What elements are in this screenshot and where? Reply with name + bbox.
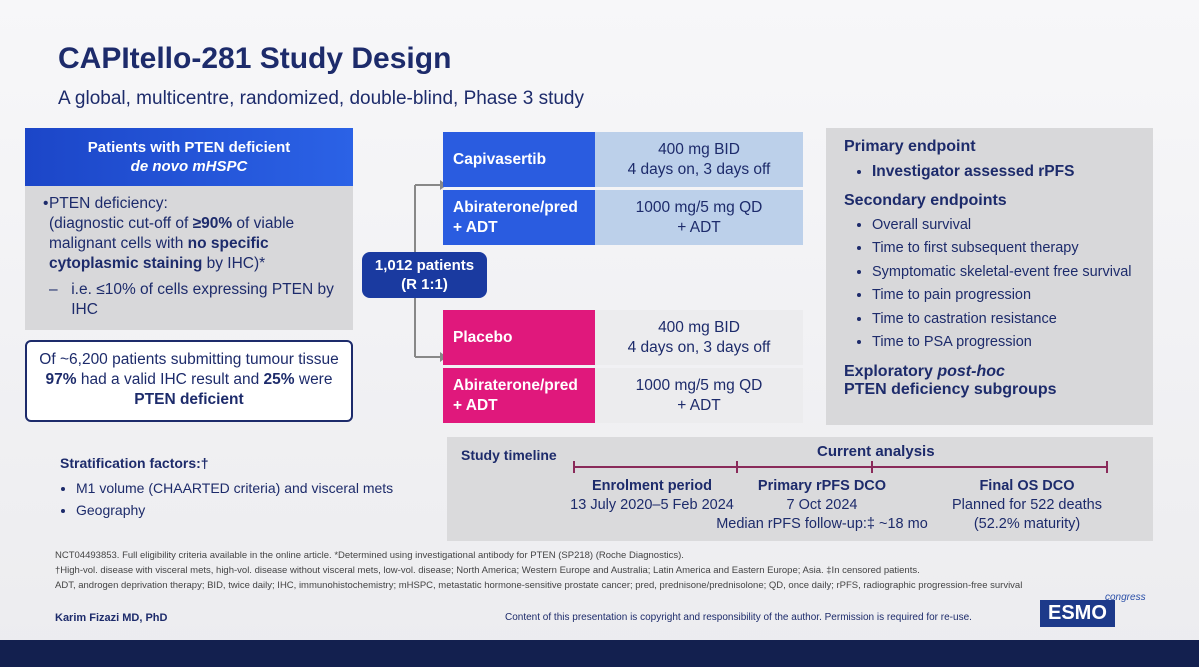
arm-drug: Abiraterone/pred + ADT bbox=[443, 190, 595, 245]
text: PTEN deficient bbox=[134, 391, 244, 408]
logo-sub: congress bbox=[1105, 592, 1146, 603]
heading: Stratification factors:† bbox=[60, 455, 209, 471]
primary-heading: Primary endpoint bbox=[844, 138, 976, 155]
text: 25% bbox=[263, 371, 295, 388]
milestone-detail: (52.2% maturity) bbox=[973, 516, 1081, 532]
text: (diagnostic cut-off of bbox=[48, 215, 193, 232]
timeline-axis bbox=[573, 461, 1108, 473]
text: had a valid IHC result and bbox=[76, 371, 264, 388]
text: Of ~6,200 patients submitting tumour tis… bbox=[39, 351, 339, 368]
secondary-endpoint: Time to pain progression bbox=[872, 284, 1135, 308]
text: by IHC)* bbox=[202, 255, 266, 272]
text: + ADT bbox=[453, 396, 498, 414]
text: 1000 mg/5 mg QD bbox=[635, 198, 763, 216]
text: Abiraterone/pred bbox=[453, 376, 578, 394]
milestone-title: Enrolment period bbox=[591, 478, 713, 494]
arm-dose: 1000 mg/5 mg QD + ADT bbox=[595, 190, 803, 245]
presenter: Karim Fizazi MD, PhD bbox=[55, 612, 168, 624]
strat-list: M1 volume (CHAARTED criteria) and viscer… bbox=[60, 477, 393, 521]
logo: ESMO bbox=[1040, 600, 1115, 627]
text: no specific cytoplasmic staining bbox=[48, 235, 269, 272]
milestone-title: Final OS DCO bbox=[979, 478, 1075, 494]
text: 4 days on, 3 days off bbox=[627, 160, 771, 178]
stratification: Stratification factors:† M1 volume (CHAA… bbox=[60, 455, 393, 521]
exploratory: Exploratory post-hoc PTEN deficiency subg… bbox=[844, 363, 1135, 399]
text: 97% bbox=[45, 371, 77, 388]
text: post-hoc bbox=[937, 362, 1005, 380]
text: PTEN deficiency subgroups bbox=[844, 380, 1057, 398]
text: Abiraterone/pred bbox=[453, 198, 578, 216]
population-heading: Patients with PTEN deficient de novo mHS… bbox=[25, 128, 353, 186]
strat-item: Geography bbox=[76, 499, 393, 521]
milestone-detail: 13 July 2020–5 Feb 2024 bbox=[570, 497, 734, 513]
arm-dose: 400 mg BID 4 days on, 3 days off bbox=[595, 310, 803, 365]
milestone-detail: 7 Oct 2024 bbox=[786, 497, 858, 513]
arm-dose: 1000 mg/5 mg QD + ADT bbox=[595, 368, 803, 423]
text: PTEN deficiency: bbox=[48, 195, 168, 212]
milestone: Enrolment period 13 July 2020–5 Feb 2024 bbox=[542, 477, 762, 515]
arm-dose: 400 mg BID 4 days on, 3 days off bbox=[595, 132, 803, 187]
text: 400 mg BID bbox=[658, 318, 740, 336]
secondary-list: Overall survivalTime to first subsequent… bbox=[844, 214, 1135, 355]
timeline-box: Study timeline Current analysis Enrolmen… bbox=[447, 437, 1153, 541]
secondary-endpoint: Time to castration resistance bbox=[872, 308, 1135, 332]
milestone-title: Primary rPFS DCO bbox=[757, 478, 887, 494]
heading-line: Patients with PTEN deficient bbox=[87, 139, 291, 156]
sub-criterion: – i.e. ≤10% of cells expressing PTEN by I… bbox=[43, 280, 343, 320]
milestone-detail: Planned for 522 deaths bbox=[952, 497, 1102, 513]
footnote: ADT, androgen deprivation therapy; BID, … bbox=[55, 580, 1023, 591]
endpoints-box: Primary endpoint Investigator assessed r… bbox=[826, 128, 1153, 425]
secondary-endpoint: Symptomatic skeletal-event free survival bbox=[872, 261, 1135, 285]
text: 1000 mg/5 mg QD bbox=[635, 376, 763, 394]
heading-line: de novo mHSPC bbox=[130, 158, 248, 175]
milestone: Primary rPFS DCO 7 Oct 2024 Median rPFS fo… bbox=[712, 477, 932, 534]
bottom-band bbox=[0, 640, 1199, 667]
criterion: • PTEN deficiency: (diagnostic cut-off o… bbox=[43, 195, 295, 272]
population-box: • PTEN deficiency: (diagnostic cut-off o… bbox=[25, 186, 353, 330]
current-analysis: Current analysis bbox=[817, 443, 935, 460]
milestone: Final OS DCO Planned for 522 deaths (52.2%… bbox=[917, 477, 1137, 534]
screening-box: Of ~6,200 patients submitting tumour tis… bbox=[25, 340, 353, 422]
text: Exploratory bbox=[844, 362, 938, 380]
text: 4 days on, 3 days off bbox=[627, 338, 771, 356]
arm-drug: Capivasertib bbox=[443, 132, 595, 187]
primary-endpoint: Investigator assessed rPFS bbox=[872, 160, 1135, 184]
footnote: NCT04493853. Full eligibility criteria a… bbox=[55, 550, 684, 561]
text: Placebo bbox=[453, 328, 513, 346]
timeline-label: Study timeline bbox=[461, 447, 557, 463]
secondary-endpoint: Time to PSA progression bbox=[872, 331, 1135, 355]
text: ≥90% bbox=[192, 215, 233, 232]
footnote: †High-vol. disease with visceral mets, h… bbox=[55, 565, 920, 576]
arm-drug: Placebo bbox=[443, 310, 595, 365]
ratio: (R 1:1) bbox=[401, 276, 448, 293]
text: + ADT bbox=[677, 396, 721, 414]
text: + ADT bbox=[677, 218, 721, 236]
copyright: Content of this presentation is copyrigh… bbox=[505, 612, 972, 623]
randomization: 1,012 patients (R 1:1) bbox=[362, 252, 487, 298]
arm-drug: Abiraterone/pred + ADT bbox=[443, 368, 595, 423]
text: were bbox=[294, 371, 333, 388]
strat-item: M1 volume (CHAARTED criteria) and viscer… bbox=[76, 477, 393, 499]
secondary-endpoint: Time to first subsequent therapy bbox=[872, 237, 1135, 261]
text: Capivasertib bbox=[453, 150, 547, 168]
text: + ADT bbox=[453, 218, 498, 236]
secondary-endpoint: Overall survival bbox=[872, 214, 1135, 238]
subtitle: A global, multicentre, randomized, doubl… bbox=[58, 88, 584, 109]
text: of viable malignant cells with bbox=[48, 215, 295, 252]
primary-list: Investigator assessed rPFS bbox=[844, 160, 1135, 184]
patients: 1,012 patients bbox=[374, 257, 475, 274]
text: i.e. ≤10% of cells expressing PTEN by IH… bbox=[71, 281, 334, 318]
secondary-heading: Secondary endpoints bbox=[844, 191, 1007, 209]
title: CAPItello-281 Study Design bbox=[58, 42, 452, 75]
milestone-detail: Median rPFS follow-up:‡ ~18 mo bbox=[716, 516, 928, 532]
text: 400 mg BID bbox=[658, 140, 740, 158]
